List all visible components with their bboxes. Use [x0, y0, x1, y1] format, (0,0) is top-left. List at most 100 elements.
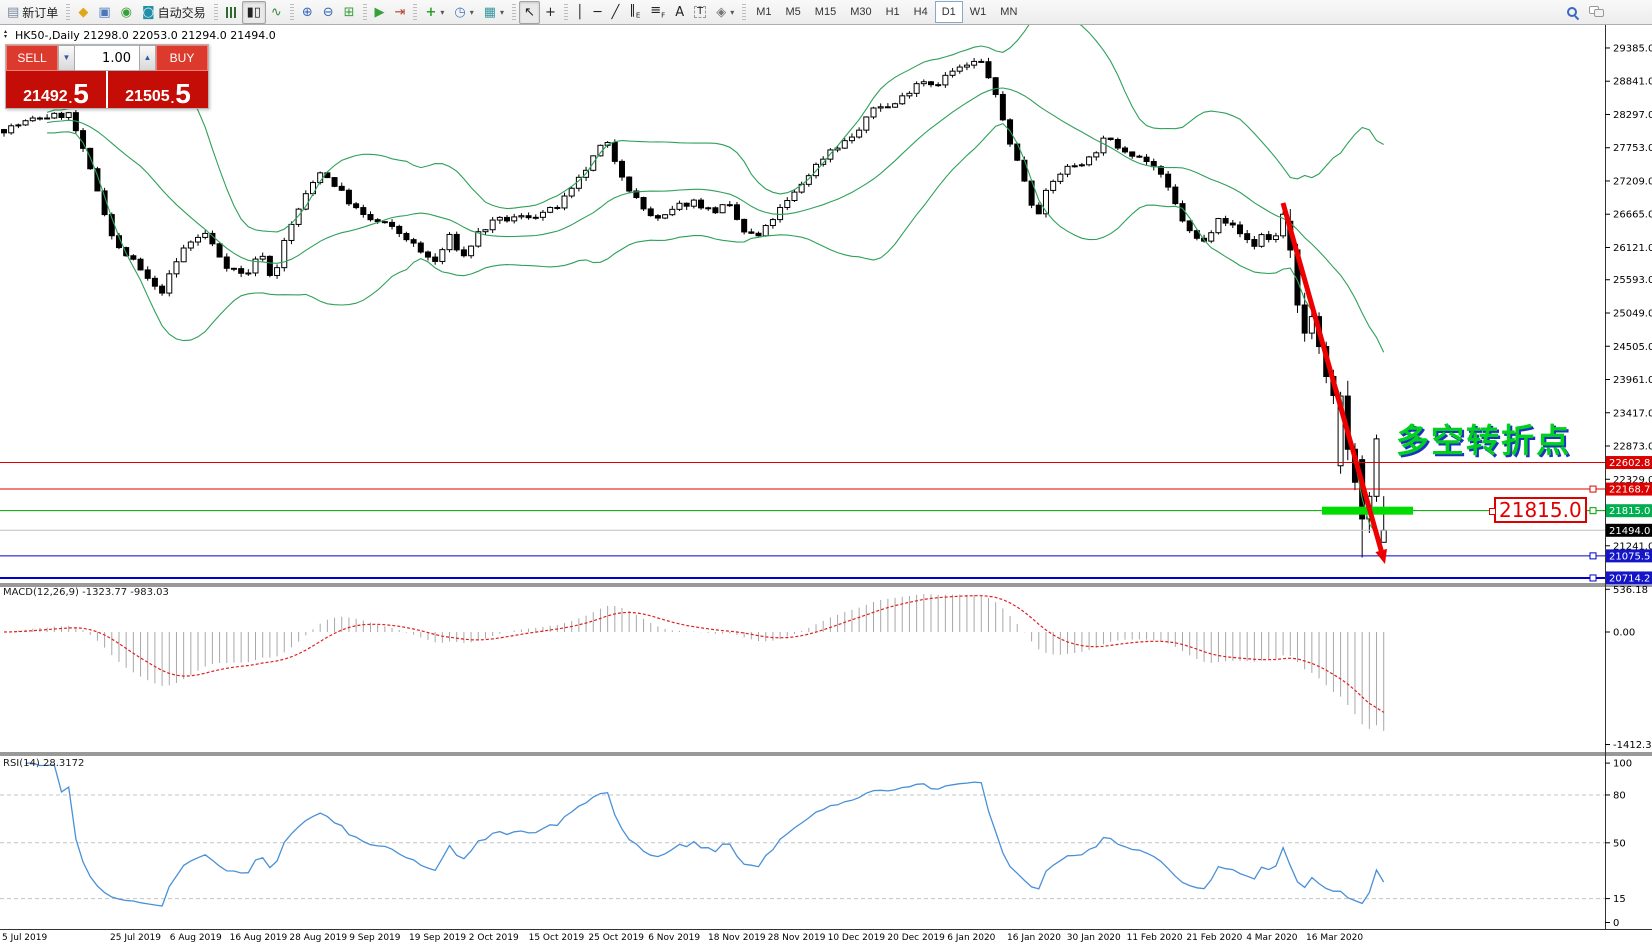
new-order-label: 新订单	[22, 5, 59, 20]
new-order-icon: ▤	[7, 4, 20, 20]
chart-canvas[interactable]: 29385.0 28841.0 28297.0 27753.0 27209.0 26665…	[0, 25, 1652, 946]
arrows-icon: ◈	[716, 4, 727, 20]
price-badge	[1606, 549, 1652, 563]
date-label: 15 Oct 2019	[528, 933, 585, 943]
new-order-button[interactable]: ▤ 新订单	[2, 1, 63, 24]
svg-text:22873.0: 22873.0	[1613, 442, 1652, 453]
price-badge	[1606, 456, 1652, 470]
cursor-icon: ↖	[524, 4, 535, 20]
indicators-icon: +	[425, 4, 437, 20]
volume-increase-button[interactable]: ▲	[139, 45, 156, 71]
line-chart-button[interactable]: ∿	[266, 1, 287, 24]
timeframe-m30-button[interactable]: M30	[850, 6, 872, 18]
chat-icon[interactable]	[1589, 6, 1604, 18]
horizontal-line-icon: ─	[593, 4, 602, 20]
text-button[interactable]: A	[670, 1, 689, 24]
favorites-icon: ◆	[78, 4, 89, 20]
sell-button[interactable]: SELL	[6, 45, 58, 71]
timeframe-m15-button[interactable]: M15	[814, 6, 837, 18]
macd-pane	[3, 594, 1385, 731]
vertical-line-button[interactable]: │	[571, 1, 589, 24]
tile-windows-icon: ⊞	[343, 4, 355, 20]
tile-windows-button[interactable]: ⊞	[339, 1, 360, 24]
date-label: 20 Dec 2019	[887, 933, 945, 943]
signals-button[interactable]: ◉	[116, 1, 137, 24]
indicators-dropdown-icon[interactable]: ▾	[440, 7, 445, 17]
svg-text:100: 100	[1613, 759, 1632, 770]
templates-dropdown-icon[interactable]: ▾	[500, 7, 505, 17]
arrows-dropdown-icon[interactable]: ▾	[730, 7, 735, 17]
bar-chart-button[interactable]	[221, 1, 242, 24]
auto-scroll-button[interactable]: ▶	[370, 1, 390, 24]
equidistant-channel-button[interactable]: ∥E	[624, 1, 645, 24]
date-label: 25 Oct 2019	[588, 933, 645, 943]
crosshair-button[interactable]: +	[540, 1, 561, 24]
market-watch-icon: ▣	[98, 4, 111, 20]
arrows-button[interactable]: ◈ ▾	[711, 1, 739, 24]
svg-text:21815.0: 21815.0	[1609, 506, 1650, 517]
ask-price[interactable]: 21505. 5	[108, 71, 208, 108]
svg-text:27209.0: 27209.0	[1613, 176, 1652, 187]
bid-price[interactable]: 21492. 5	[6, 71, 106, 108]
bollinger-bands	[46, 25, 1385, 561]
svg-text:26121.0: 26121.0	[1613, 243, 1652, 254]
auto-scroll-icon: ▶	[374, 4, 385, 20]
trend-line-button[interactable]: ╱	[607, 1, 625, 24]
price-badge	[1606, 482, 1652, 496]
date-label: 16 Mar 2020	[1306, 933, 1364, 943]
candles-layer	[1, 57, 1387, 558]
time-axis[interactable]: 5 Jul 2019 25 Jul 2019 6 Aug 2019 16 Aug 20…	[0, 931, 1652, 946]
date-label: 16 Aug 2019	[229, 933, 288, 943]
trend-reversal-annotation[interactable]: 多空转折点	[1396, 421, 1571, 460]
svg-text:23961.0: 23961.0	[1613, 375, 1652, 386]
horizontal-line-button[interactable]: ─	[589, 1, 607, 24]
level-price-label[interactable]: 21815.0	[1489, 497, 1587, 523]
templates-button[interactable]: ▦ ▾	[479, 1, 509, 24]
text-label-button[interactable]: T	[689, 1, 711, 24]
chart-title-ohlc: HK50-,Daily 21298.0 22053.0 21294.0 2149…	[15, 29, 276, 42]
spin-up-icon: ▲	[143, 53, 152, 62]
volume-input[interactable]: 1.00	[75, 45, 139, 71]
market-watch-button[interactable]: ▣	[93, 1, 115, 24]
trend-arrow[interactable]	[1280, 202, 1387, 564]
price-badge	[1606, 504, 1652, 518]
zoom-in-button[interactable]: ⊕	[297, 1, 318, 24]
timeframe-h1-button[interactable]: H1	[885, 6, 900, 18]
timeframe-m1-button[interactable]: M1	[756, 6, 772, 18]
timeframe-m5-button[interactable]: M5	[785, 6, 801, 18]
auto-trading-button[interactable]: ◙ 自动交易	[137, 1, 211, 24]
chart-shift-button[interactable]: ⇥	[390, 1, 411, 24]
date-label: 30 Jan 2020	[1066, 933, 1121, 943]
buy-button[interactable]: BUY	[156, 45, 208, 71]
favorites-button[interactable]: ◆	[73, 1, 93, 24]
fibonacci-button[interactable]: ≡F	[645, 1, 670, 24]
svg-text:21075.5: 21075.5	[1609, 551, 1650, 562]
date-label: 25 Jul 2019	[110, 933, 161, 943]
svg-text:23417.0: 23417.0	[1613, 408, 1652, 419]
volume-decrease-button[interactable]: ▼	[58, 45, 75, 71]
periods-dropdown-icon[interactable]: ▾	[469, 7, 474, 17]
svg-text:0: 0	[1613, 918, 1619, 929]
crosshair-icon: +	[544, 4, 556, 20]
date-label: 18 Nov 2019	[708, 933, 766, 943]
zoom-out-button[interactable]: ⊖	[318, 1, 339, 24]
candle-chart-button[interactable]: ▮▯	[241, 0, 266, 24]
timeframe-mn-button[interactable]: MN	[1000, 6, 1018, 18]
date-label: 6 Nov 2019	[648, 933, 701, 943]
timeframe-w1-button[interactable]: W1	[969, 6, 987, 18]
svg-text:28841.0: 28841.0	[1613, 77, 1652, 88]
indicators-button[interactable]: + ▾	[420, 1, 449, 24]
periods-button[interactable]: ◷ ▾	[449, 1, 478, 24]
date-label: 5 Jul 2019	[2, 933, 48, 943]
cursor-button[interactable]: ↖	[519, 0, 540, 24]
date-label: 9 Sep 2019	[349, 933, 401, 943]
timeframe-d1-button[interactable]: D1	[934, 1, 963, 23]
svg-text:21494.0: 21494.0	[1609, 526, 1650, 537]
date-label: 16 Jan 2020	[1007, 933, 1061, 943]
signals-icon: ◉	[120, 4, 132, 20]
timeframe-h4-button[interactable]: H4	[913, 6, 928, 18]
price-axis[interactable]: 29385.0 28841.0 28297.0 27753.0 27209.0 26665…	[1605, 43, 1652, 929]
svg-text:536.18: 536.18	[1613, 585, 1648, 596]
date-label: 6 Aug 2019	[169, 933, 222, 943]
search-icon[interactable]	[1566, 6, 1579, 19]
